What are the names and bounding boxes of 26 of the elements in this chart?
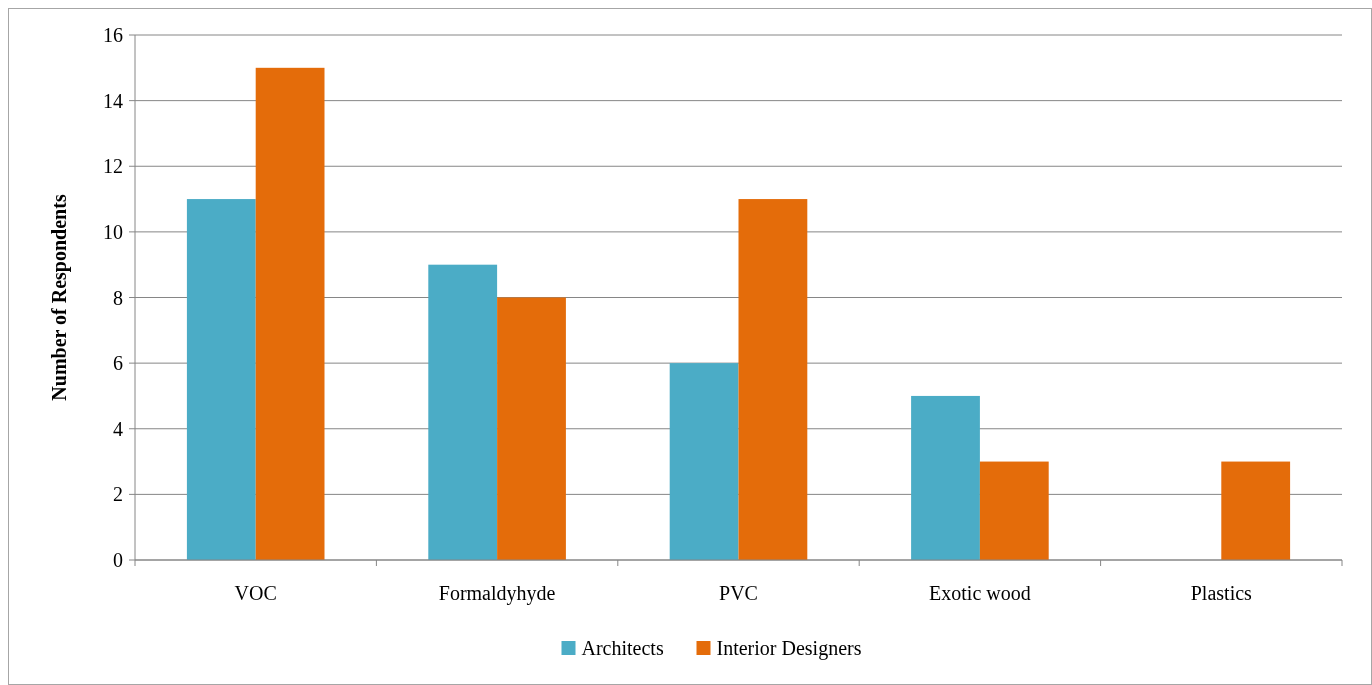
y-axis-title: Number of Respondents [48,194,71,401]
x-tick-label: Formaldyhyde [438,582,556,605]
bar [255,67,325,560]
bar [738,199,808,560]
x-tick-label: Plastics [1190,582,1253,604]
x-tick-label: PVC [719,582,758,604]
bar [186,199,256,560]
y-tick-label: 16 [103,24,123,46]
bar [979,461,1049,560]
bar [428,264,498,560]
y-tick-label: 2 [113,483,123,506]
y-tick-label: 4 [113,417,123,440]
y-tick-label: 12 [103,155,123,178]
x-tick-label: VOC [234,582,277,604]
y-tick-label: 6 [113,352,123,375]
bar [1221,461,1291,560]
y-tick-label: 0 [113,549,123,571]
y-tick-label: 10 [103,220,123,243]
bar [911,395,980,560]
bar [669,363,739,560]
y-tick-label: 8 [113,286,123,309]
x-tick-label: Exotic wood [929,582,1031,604]
bar [497,297,566,560]
y-tick-label: 14 [103,89,123,112]
legend-label: Architects [581,637,664,659]
legend-label: Interior Designers [716,637,862,660]
